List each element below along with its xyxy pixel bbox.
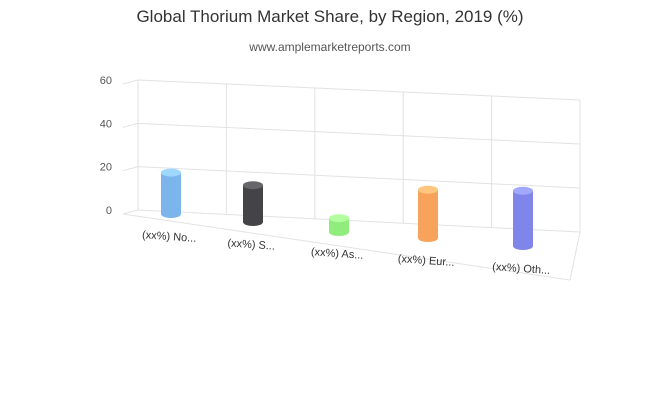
bar[interactable]	[513, 186, 533, 250]
y-tick-label: 0	[106, 205, 112, 217]
bar-layer	[161, 168, 533, 250]
bar[interactable]	[418, 185, 438, 242]
category-labels: (xx%) No... (xx%) S... (xx%) As... (xx%) Eu…	[142, 229, 551, 277]
y-tick-label: 20	[100, 162, 112, 174]
bar-body	[513, 190, 533, 250]
category-label: (xx%) Oth...	[492, 261, 551, 277]
bar-top	[161, 168, 181, 177]
gridline	[137, 166, 581, 189]
floor-front-edge	[122, 213, 571, 281]
bar[interactable]	[161, 168, 181, 218]
gridline	[137, 122, 581, 145]
bar-body	[243, 185, 263, 226]
gridline-side	[122, 166, 139, 172]
gridline-side	[122, 79, 139, 85]
category-label: (xx%) S...	[227, 237, 275, 252]
y-tick-label: 60	[100, 75, 112, 87]
bar-body	[161, 172, 181, 218]
chart-subtitle: www.amplemarketreports.com	[248, 40, 410, 54]
category-label: (xx%) Eur...	[397, 253, 455, 269]
bar-top	[243, 181, 263, 190]
bar[interactable]	[329, 214, 349, 236]
bar-body	[418, 189, 438, 242]
bar[interactable]	[243, 181, 263, 226]
chart-title: Global Thorium Market Share, by Region, …	[136, 7, 523, 26]
floor-right-edge	[569, 231, 581, 281]
y-axis-ticks: 0 20 40 60	[100, 75, 112, 217]
gridline-side	[122, 122, 139, 128]
gridline-side	[122, 209, 139, 215]
bar-body	[329, 218, 349, 236]
category-label: (xx%) As...	[311, 246, 364, 262]
category-label: (xx%) No...	[142, 229, 197, 245]
bar-top	[418, 185, 438, 194]
gridline	[137, 79, 581, 101]
y-tick-label: 40	[100, 118, 112, 130]
gridline	[137, 209, 581, 233]
bar-top	[513, 186, 533, 195]
grid-layer	[122, 79, 581, 281]
bar-top	[329, 214, 349, 223]
